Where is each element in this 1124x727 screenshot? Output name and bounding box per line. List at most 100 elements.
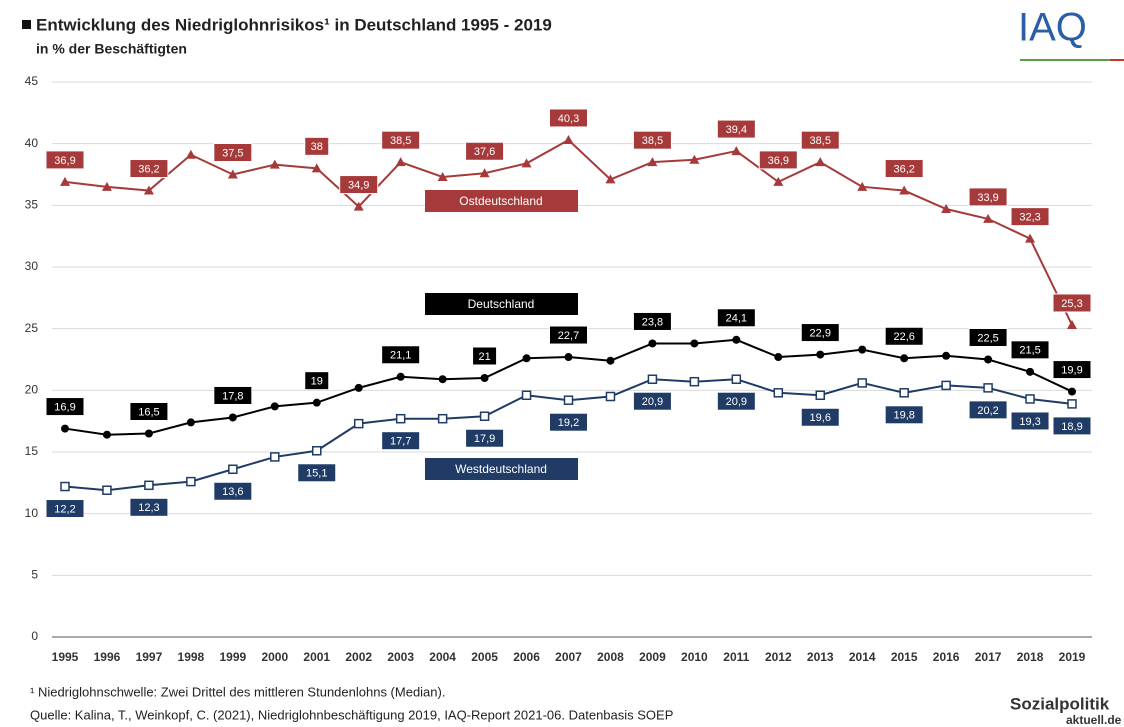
marker (313, 399, 321, 407)
value-label: 23,8 (642, 316, 663, 328)
x-tick-label: 2009 (639, 650, 666, 664)
value-label: 13,6 (222, 486, 243, 498)
value-label: 34,9 (348, 179, 369, 191)
title-bullet (22, 20, 31, 29)
marker (271, 402, 279, 410)
legend-label: Ostdeutschland (459, 194, 542, 208)
value-label: 21 (478, 351, 490, 363)
marker (439, 375, 447, 383)
x-tick-label: 2002 (345, 650, 372, 664)
marker (187, 478, 195, 486)
marker (816, 391, 824, 399)
marker (481, 374, 489, 382)
value-label: 16,5 (138, 406, 159, 418)
value-label: 37,6 (474, 146, 495, 158)
marker (271, 453, 279, 461)
marker (229, 413, 237, 421)
x-tick-label: 2001 (303, 650, 330, 664)
marker (145, 430, 153, 438)
marker (1068, 388, 1076, 396)
marker (481, 412, 489, 420)
value-label: 22,5 (977, 332, 998, 344)
marker (523, 391, 531, 399)
marker (900, 389, 908, 397)
y-tick-label: 45 (25, 74, 39, 88)
x-tick-label: 2008 (597, 650, 624, 664)
x-tick-label: 1999 (219, 650, 246, 664)
x-tick-label: 1996 (94, 650, 121, 664)
legend-label: Deutschland (468, 297, 535, 311)
footnote: ¹ Niedriglohnschwelle: Zwei Drittel des … (30, 684, 445, 699)
value-label: 36,2 (138, 163, 159, 175)
marker (606, 393, 614, 401)
marker (565, 353, 573, 361)
value-label: 19 (311, 376, 323, 388)
value-label: 22,9 (810, 327, 831, 339)
marker (397, 415, 405, 423)
value-label: 39,4 (726, 124, 747, 136)
chart: Entwicklung des Niedriglohnrisikos¹ in D… (0, 0, 1124, 727)
value-label: 17,8 (222, 390, 243, 402)
value-label: 38,5 (390, 135, 411, 147)
value-label: 15,1 (306, 468, 327, 480)
sozialpolitik-domain: aktuell.de (1066, 713, 1122, 727)
value-label: 12,3 (138, 502, 159, 514)
legend-label: Westdeutschland (455, 462, 547, 476)
marker (648, 375, 656, 383)
value-label: 17,9 (474, 433, 495, 445)
value-label: 20,2 (977, 405, 998, 417)
marker (439, 415, 447, 423)
marker (187, 418, 195, 426)
chart-subtitle: in % der Beschäftigten (36, 41, 187, 57)
marker (61, 483, 69, 491)
marker (355, 420, 363, 428)
value-label: 12,2 (54, 503, 75, 515)
source: Quelle: Kalina, T., Weinkopf, C. (2021),… (30, 707, 673, 722)
marker (900, 354, 908, 362)
y-tick-label: 25 (25, 321, 39, 335)
value-label: 40,3 (558, 113, 579, 125)
iaq-logo: IAQ (1018, 6, 1087, 50)
marker (61, 425, 69, 433)
value-label: 19,2 (558, 417, 579, 429)
x-tick-label: 2003 (387, 650, 414, 664)
marker (103, 431, 111, 439)
value-label: 21,5 (1019, 345, 1040, 357)
x-tick-label: 2017 (975, 650, 1002, 664)
value-label: 38 (311, 141, 323, 153)
value-label: 19,8 (893, 410, 914, 422)
marker (858, 379, 866, 387)
value-label: 38,5 (642, 135, 663, 147)
x-tick-label: 1995 (52, 650, 79, 664)
value-label: 24,1 (726, 313, 747, 325)
marker (229, 465, 237, 473)
value-label: 32,3 (1019, 212, 1040, 224)
value-label: 37,5 (222, 147, 243, 159)
x-tick-label: 2004 (429, 650, 456, 664)
value-label: 20,9 (642, 396, 663, 408)
x-tick-label: 2018 (1017, 650, 1044, 664)
marker (858, 346, 866, 354)
x-tick-label: 2005 (471, 650, 498, 664)
marker (145, 481, 153, 489)
y-tick-label: 10 (25, 506, 39, 520)
marker (606, 357, 614, 365)
value-label: 22,7 (558, 330, 579, 342)
x-tick-label: 2011 (723, 650, 749, 664)
marker (774, 389, 782, 397)
marker (1068, 400, 1076, 408)
marker (397, 373, 405, 381)
value-label: 25,3 (1061, 298, 1082, 310)
value-label: 38,5 (810, 135, 831, 147)
x-tick-label: 2007 (555, 650, 582, 664)
marker (103, 486, 111, 494)
value-label: 19,3 (1019, 416, 1040, 428)
value-label: 16,9 (54, 401, 75, 413)
x-tick-label: 2014 (849, 650, 876, 664)
marker (1026, 395, 1034, 403)
x-tick-label: 1998 (178, 650, 205, 664)
x-tick-label: 2012 (765, 650, 792, 664)
marker (690, 339, 698, 347)
x-tick-label: 2016 (933, 650, 960, 664)
marker (355, 384, 363, 392)
